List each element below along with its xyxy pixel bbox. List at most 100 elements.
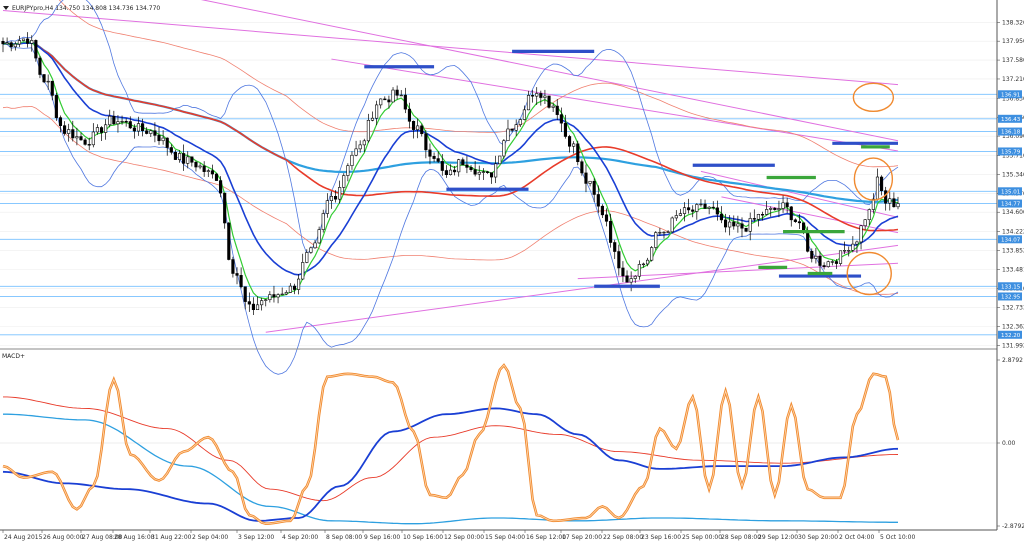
candle [695, 203, 699, 220]
candle [354, 140, 358, 157]
candle [395, 85, 399, 100]
candle [596, 185, 600, 214]
candle [514, 119, 518, 136]
time-tick-label: 23 Sep 16:00 [641, 534, 681, 541]
candle [1, 37, 5, 53]
candle [543, 89, 547, 105]
candle [687, 198, 691, 214]
candle [658, 227, 662, 236]
candle [280, 287, 284, 296]
time-tick-label: 27 Aug 08:00 [82, 534, 123, 541]
macd-main [2, 407, 899, 522]
candle [420, 123, 424, 137]
candle [551, 103, 555, 113]
main-pane[interactable] [0, 0, 997, 375]
macd-tick-label: -2.8792 [1002, 523, 1024, 530]
candle [715, 200, 719, 221]
candle [194, 160, 198, 172]
candle [600, 204, 604, 219]
time-tick-label: 28 Sep 08:00 [721, 534, 761, 541]
price-tick-label: 137.950 [1002, 38, 1024, 45]
time-tick-label: 9 Sep 16:00 [364, 534, 400, 541]
candle [477, 165, 481, 181]
price-tick-label: 134.222 [1002, 229, 1024, 236]
candle [633, 275, 637, 283]
candle [699, 199, 703, 207]
candle [469, 165, 473, 172]
svg-text:132.20: 132.20 [1001, 333, 1021, 339]
price-tag: 136.43 [998, 114, 1022, 123]
price-tick-label: 137.580 [1002, 57, 1024, 64]
candle [522, 105, 526, 121]
candle [305, 249, 309, 264]
macd-pane[interactable] [0, 363, 997, 526]
candle [342, 173, 346, 195]
candle [769, 206, 773, 217]
svg-text:136.91: 136.91 [1001, 92, 1020, 98]
candle [157, 126, 161, 145]
svg-text:136.18: 136.18 [1001, 130, 1021, 136]
candle [567, 134, 572, 153]
price-tick-label: 138.320 [1002, 19, 1024, 26]
candle [214, 173, 219, 181]
candle [346, 163, 350, 182]
trendline [265, 244, 899, 333]
candle [448, 164, 453, 176]
candle [485, 170, 490, 174]
candle [309, 246, 313, 254]
candle [592, 178, 596, 203]
svg-text:136.43: 136.43 [1001, 117, 1021, 123]
candle [588, 180, 592, 187]
candle [416, 118, 420, 139]
candle [613, 239, 617, 259]
candle [531, 90, 535, 103]
candle [54, 92, 58, 121]
candle [38, 56, 42, 79]
time-tick-label: 30 Sep 20:00 [798, 534, 838, 541]
candle [317, 226, 321, 244]
candle [379, 98, 383, 109]
candle [428, 143, 432, 165]
candle [547, 95, 551, 109]
candle [173, 150, 177, 161]
candle [604, 208, 609, 227]
price-tick-label: 132.362 [1002, 323, 1024, 330]
candle [609, 213, 613, 248]
time-tick-label: 24 Aug 2015 [4, 534, 43, 541]
price-tag: 136.18 [998, 127, 1022, 136]
candle [235, 267, 239, 285]
price-tag: 132.95 [998, 292, 1022, 301]
trendline [700, 170, 899, 218]
candle [313, 239, 317, 249]
candle [510, 128, 514, 133]
candle [880, 175, 884, 196]
candle [518, 118, 522, 127]
candle [321, 209, 325, 233]
candle [818, 251, 822, 273]
candle [843, 241, 847, 255]
candle [654, 231, 658, 251]
candle [457, 158, 461, 177]
candle [243, 286, 247, 310]
price-tag: 134.77 [998, 199, 1022, 208]
candle [362, 138, 366, 153]
macd-label: MACD+ [2, 353, 25, 360]
macd-tick-label: 2.8792 [1002, 357, 1023, 364]
candle [231, 256, 235, 278]
time-tick-label: 2 Oct 04:00 [839, 534, 874, 541]
candle [91, 123, 95, 148]
candle [711, 201, 715, 210]
candle [785, 197, 789, 214]
candle [703, 199, 707, 210]
candle [637, 260, 641, 280]
candle [481, 168, 485, 180]
candle [13, 41, 17, 51]
candle [329, 191, 334, 209]
candle [740, 217, 744, 238]
circle-annotation [852, 82, 895, 113]
candle [473, 160, 477, 177]
candle [888, 191, 892, 211]
candle [108, 109, 112, 128]
candle [662, 231, 666, 239]
